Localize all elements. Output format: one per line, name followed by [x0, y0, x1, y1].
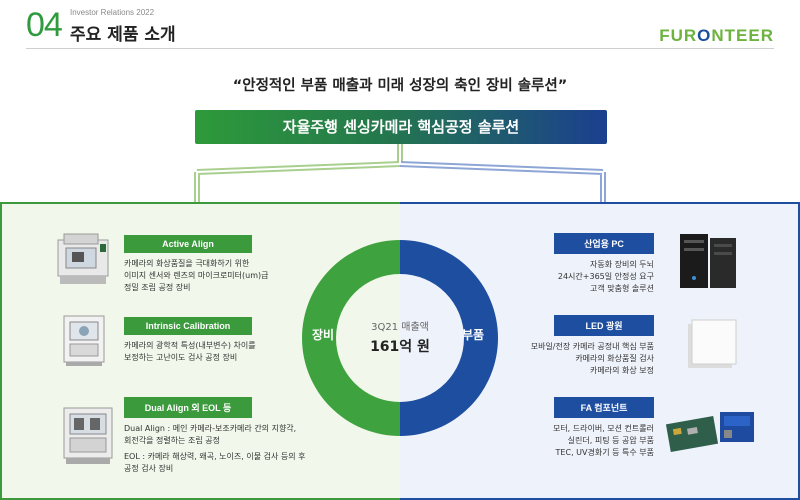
led-light-image — [688, 319, 737, 368]
donut-label-equipment: 장비 — [312, 328, 335, 342]
donut-label-parts: 부품 — [462, 328, 485, 342]
fa-component-image — [665, 412, 754, 452]
slide-header: 04 Investor Relations 2022 주요 제품 소개 FURO… — [0, 0, 800, 52]
slide-quote: “안정적인 부품 매출과 미래 성장의 축인 장비 솔루션” — [232, 78, 568, 94]
equipment-description: Dual Align : 메인 카메라-보조카메라 간의 지향각, 회전각을 정… — [124, 424, 306, 473]
ir-label: Investor Relations 2022 — [70, 8, 155, 17]
company-logo: FURONTEER — [659, 26, 774, 45]
donut-segment-parts — [400, 240, 498, 436]
parts-item-industrial-pc: 산업용 PC 자동화 장비의 두뇌 24시간+365일 안정성 요구 고객 맞춤… — [520, 232, 654, 295]
equipment-item-intrinsic-calibration: Intrinsic Calibration 카메라의 광학적 특성(내부변수) … — [124, 314, 324, 364]
solution-banner: 자율주행 센싱카메라 핵심공정 솔루션 — [195, 110, 607, 144]
parts-tag: 산업용 PC — [554, 233, 654, 254]
industrial-pc-image — [680, 234, 736, 288]
donut-segment-equipment — [302, 240, 400, 436]
parts-description: 자동화 장비의 두뇌 24시간+365일 안정성 요구 고객 맞춤형 솔루션 — [557, 260, 654, 293]
intrinsic-calibration-machine-image — [63, 315, 105, 366]
donut-svg — [302, 240, 498, 436]
parts-item-led-light: LED 광원 모바일/전장 카메라 공정내 핵심 부품 카메라의 화상품질 검사… — [500, 314, 654, 377]
parts-description: 모바일/전장 카메라 공정내 핵심 부품 카메라의 화상품질 검사 카메라의 화… — [530, 342, 654, 375]
section-number: 04 — [26, 6, 63, 44]
equipment-item-dual-align: Dual Align 외 EOL 등 Dual Align : 메인 카메라-보… — [124, 396, 329, 475]
equipment-description: 카메라의 광학적 특성(내부변수) 차이를 보정하는 고난이도 검사 공정 장비 — [124, 341, 256, 362]
banner-connectors — [194, 144, 606, 202]
header-divider — [26, 48, 774, 49]
donut-center-value: 161억 원 — [370, 339, 430, 355]
equipment-tag: Active Align — [124, 235, 252, 253]
equipment-description: 카메라의 화상품질을 극대화하기 위한 이미지 센서와 렌즈의 마이크로미터(u… — [124, 259, 269, 292]
equipment-tag: Intrinsic Calibration — [124, 317, 252, 335]
parts-tag: LED 광원 — [554, 315, 654, 336]
parts-item-fa-component: FA 컴포넌트 모터, 드라이버, 모션 컨트롤러 실린더, 피팅 등 공압 부… — [510, 396, 654, 459]
active-align-machine-image — [57, 233, 109, 284]
donut-center-subtitle: 3Q21 매출액 — [371, 322, 429, 333]
dual-align-machine-image — [63, 407, 113, 464]
parts-description: 모터, 드라이버, 모션 컨트롤러 실린더, 피팅 등 공압 부품 TEC, U… — [552, 424, 654, 457]
equipment-tag: Dual Align 외 EOL 등 — [124, 397, 252, 418]
equipment-item-active-align: Active Align 카메라의 화상품질을 극대화하기 위한 이미지 센서와… — [124, 232, 324, 294]
section-title: 주요 제품 소개 — [70, 25, 176, 45]
parts-tag: FA 컴포넌트 — [554, 397, 654, 418]
revenue-donut-chart: 장비 부품 3Q21 매출액 161억 원 — [300, 238, 500, 438]
